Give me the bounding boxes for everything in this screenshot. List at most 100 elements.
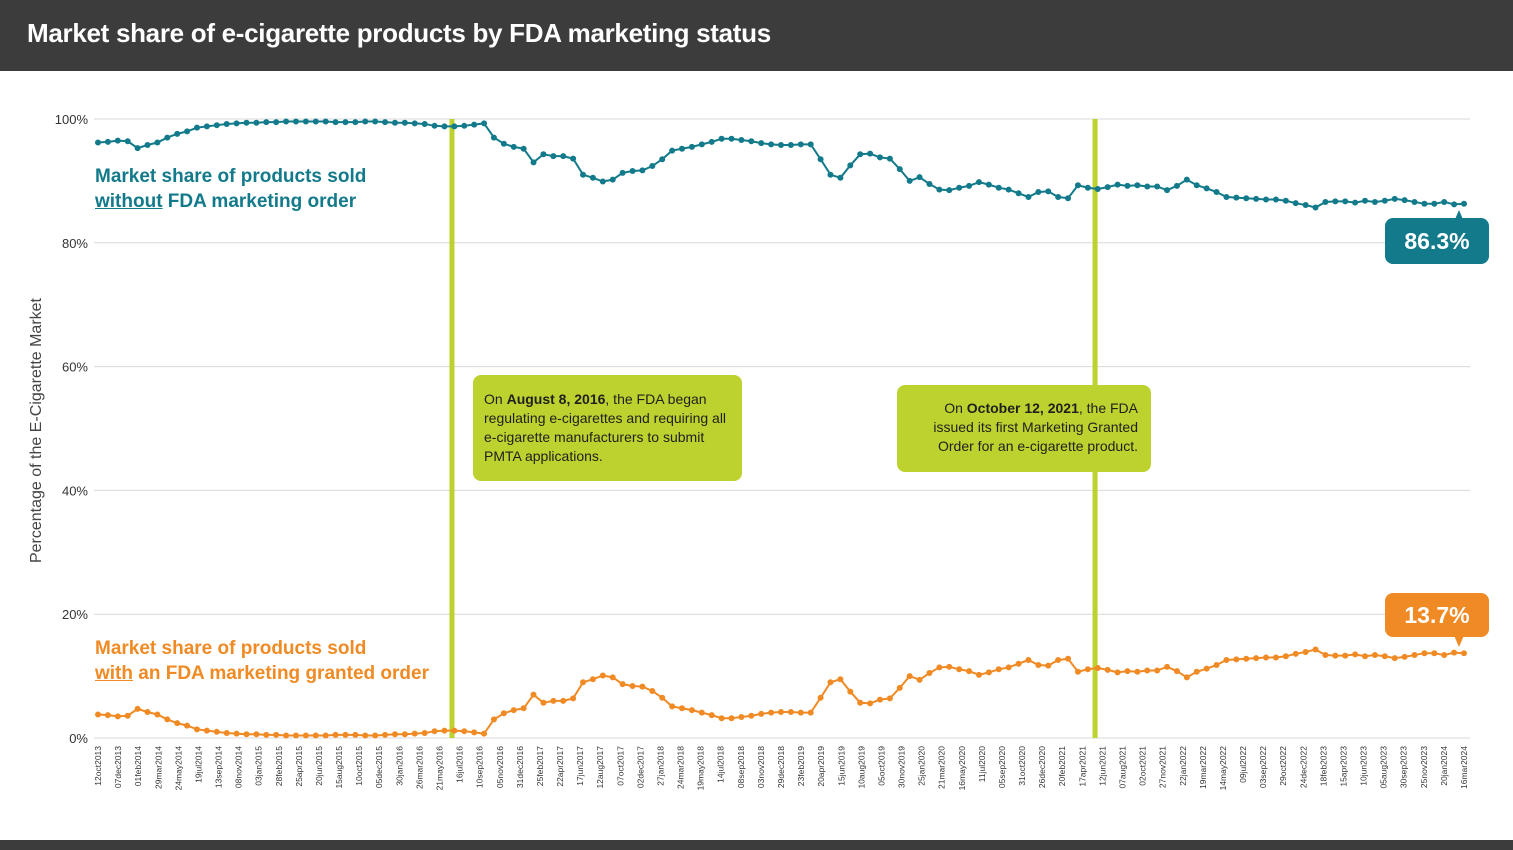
data-point (1065, 195, 1072, 202)
x-tick-label: 23feb2019 (796, 746, 806, 786)
data-point (312, 118, 319, 125)
x-tick-label: 16jul2016 (455, 746, 465, 783)
x-tick-label: 16may2020 (957, 746, 967, 791)
data-point (164, 716, 171, 723)
data-point (1173, 182, 1180, 189)
data-point (154, 711, 161, 718)
data-point (1065, 655, 1072, 662)
data-point (550, 153, 557, 160)
data-point (451, 727, 458, 734)
data-point (253, 119, 260, 126)
x-tick-label: 07aug2021 (1118, 746, 1128, 789)
data-point (322, 732, 329, 739)
x-tick-label: 21may2016 (435, 746, 445, 791)
data-point (916, 676, 923, 683)
x-tick-label: 12aug2017 (595, 746, 605, 789)
data-point (956, 184, 963, 191)
data-point (758, 140, 765, 147)
data-point (1322, 198, 1329, 205)
header-bar: Market share of e-cigarette products by … (0, 0, 1513, 71)
data-point (876, 154, 883, 161)
data-point (886, 695, 893, 702)
data-point (481, 120, 488, 127)
data-point (1381, 653, 1388, 660)
data-point (1183, 176, 1190, 183)
data-point (540, 151, 547, 158)
data-point (926, 670, 933, 677)
data-point (342, 731, 349, 738)
x-tick-label: 08sep2018 (736, 746, 746, 788)
data-point (134, 705, 141, 712)
data-point (411, 730, 418, 737)
data-point (1401, 197, 1408, 204)
data-point (391, 731, 398, 738)
data-point (1015, 660, 1022, 667)
x-tick-label: 19may2018 (696, 746, 706, 791)
data-point (104, 138, 111, 145)
data-point (867, 150, 874, 157)
data-point (1114, 181, 1121, 188)
data-point (817, 156, 824, 163)
data-point (332, 731, 339, 738)
data-point (560, 153, 567, 160)
data-point (748, 712, 755, 719)
data-point (876, 696, 883, 703)
x-tick-label: 10jun2023 (1359, 746, 1369, 786)
data-point (906, 177, 913, 184)
x-tick-label: 30sep2023 (1399, 746, 1409, 788)
data-point (599, 672, 606, 679)
data-point (688, 143, 695, 150)
data-point (164, 134, 171, 141)
data-point (1243, 195, 1250, 202)
data-point (1451, 649, 1458, 656)
x-tick-label: 28feb2015 (274, 746, 284, 786)
data-point (659, 156, 666, 163)
data-point (431, 728, 438, 735)
data-point (95, 139, 101, 146)
data-point (916, 174, 923, 181)
data-point (114, 713, 121, 720)
data-point (1292, 200, 1299, 207)
data-point (1183, 674, 1190, 681)
x-tick-label: 12jun2021 (1097, 746, 1107, 786)
data-point (1114, 669, 1121, 676)
data-point (1371, 652, 1378, 659)
x-tick-label: 25apr2015 (294, 746, 304, 787)
data-point (669, 703, 676, 710)
data-point (510, 707, 517, 714)
data-point (837, 676, 844, 683)
data-point (708, 138, 715, 145)
data-point (1381, 197, 1388, 204)
data-point (768, 141, 775, 148)
data-point (966, 182, 973, 189)
data-point (728, 135, 735, 142)
data-point (609, 674, 616, 681)
data-point (1094, 665, 1101, 672)
x-tick-label: 07oct2017 (615, 746, 625, 786)
data-point (312, 732, 319, 739)
data-point (1312, 646, 1319, 653)
data-point (649, 163, 656, 170)
data-point (510, 143, 517, 150)
data-point (827, 679, 834, 686)
data-point (1164, 187, 1171, 194)
data-point (768, 709, 775, 716)
data-point (1263, 654, 1270, 661)
data-point (718, 135, 725, 142)
data-point (1391, 195, 1398, 202)
data-point (688, 707, 695, 714)
underlined-word-with: with (95, 663, 133, 684)
data-point (461, 728, 468, 735)
badge-pointer (1453, 210, 1465, 224)
data-point (471, 121, 478, 128)
data-point (956, 666, 963, 673)
data-point (451, 123, 458, 130)
data-point (1134, 182, 1141, 189)
latest-value-badge-without: 86.3% (1385, 210, 1489, 264)
data-point (1352, 651, 1359, 658)
x-tick-label: 22apr2017 (555, 746, 565, 787)
x-tick-label: 10oct2015 (354, 746, 364, 786)
x-tick-label: 29dec2018 (776, 746, 786, 788)
data-point (738, 713, 745, 720)
callout-regulation-2016: On August 8, 2016, the FDA began regulat… (473, 375, 742, 481)
